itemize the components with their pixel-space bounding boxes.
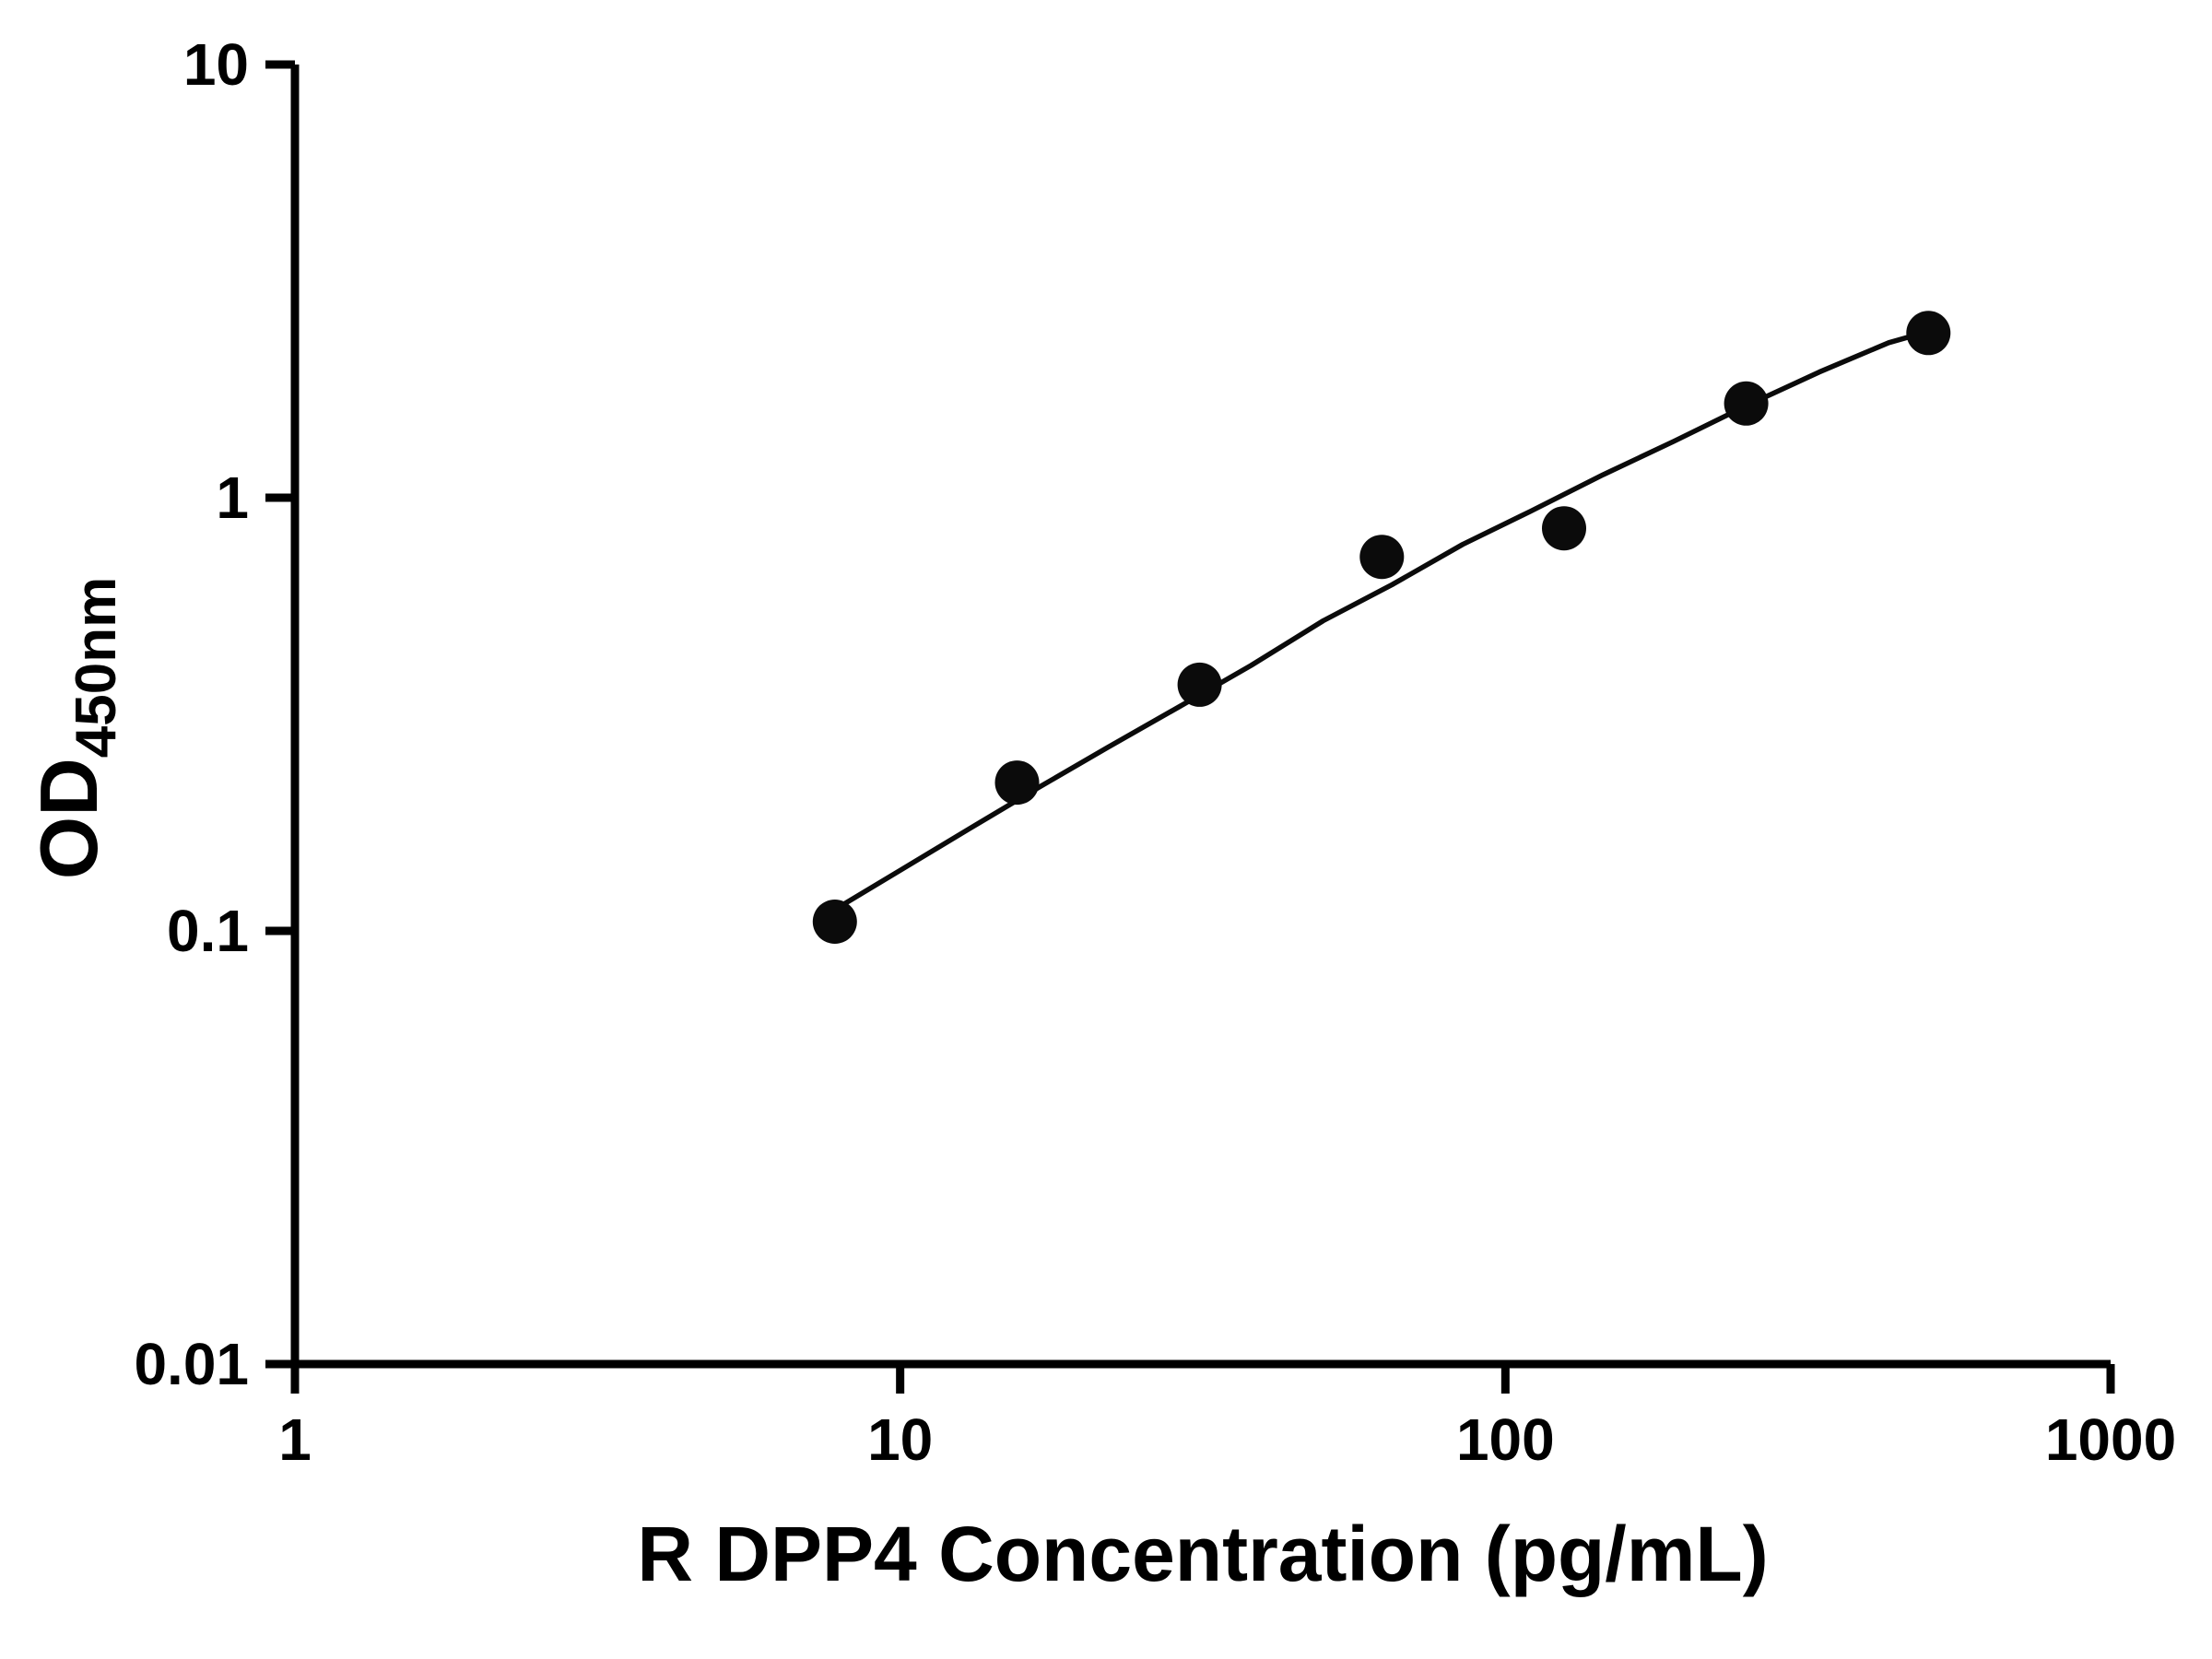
x-tick-label: 100: [1456, 1406, 1555, 1473]
data-point: [1359, 535, 1405, 580]
data-point: [1906, 311, 1951, 356]
x-axis-title: R DPP4 Concentration (pg/mL): [637, 1511, 1768, 1597]
y-axis-title: OD450nm: [23, 577, 128, 879]
data-point: [1542, 506, 1586, 551]
axes-layer: [290, 65, 2111, 1369]
y-axis-title-sub: 450nm: [65, 577, 128, 758]
fit-curve: [832, 328, 1932, 912]
y-tick-label: 10: [183, 31, 249, 98]
x-tick-label: 1: [278, 1406, 312, 1473]
axis-spine: [290, 65, 2111, 1369]
data-point: [812, 900, 857, 944]
x-tick-label: 10: [867, 1406, 933, 1473]
data-point: [994, 760, 1040, 806]
data-point: [1724, 381, 1769, 426]
y-tick-label: 1: [216, 465, 249, 531]
y-axis-title-main: OD: [23, 758, 114, 879]
data-layer: [812, 311, 1951, 944]
y-tick-label: 0.1: [167, 898, 249, 964]
x-tick-label: 1000: [2045, 1406, 2176, 1473]
y-tick-label: 0.01: [134, 1331, 249, 1397]
ticks-layer: 1 10 100 1000 0.01 0.1 1 10: [134, 31, 2176, 1473]
data-point: [1177, 662, 1222, 707]
